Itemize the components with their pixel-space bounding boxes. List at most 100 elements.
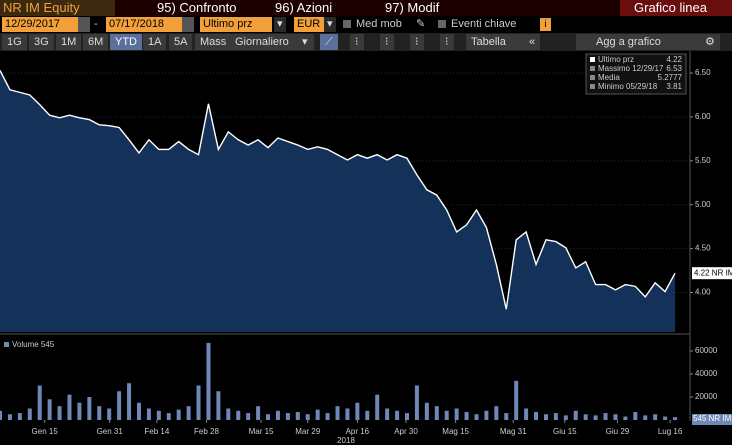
dropdown-arrow[interactable]: ▾ [300, 34, 310, 50]
price-line [0, 70, 676, 310]
volume-bar [514, 380, 519, 420]
period-button[interactable]: 1G [2, 34, 27, 50]
volume-bar [494, 406, 499, 420]
info-icon[interactable]: i [540, 18, 551, 31]
volume-bar [87, 396, 92, 420]
checkbox-label: Eventi chiave [451, 18, 517, 30]
axis-bg [690, 51, 732, 445]
volume-bar [623, 416, 628, 420]
volume-bar [17, 413, 22, 420]
legend-swatch [590, 84, 595, 89]
period-button[interactable]: 3G [29, 34, 54, 50]
pencil-icon[interactable]: ✎ [416, 18, 426, 30]
add-to-chart[interactable]: Agg a grafico [576, 34, 711, 50]
y-tick-label: 4.50 [695, 244, 711, 253]
volume-bar [524, 408, 529, 420]
period-button[interactable]: 6M [83, 34, 109, 50]
volume-bar [613, 414, 618, 420]
volume-bar [136, 402, 141, 420]
volume-bar [97, 406, 102, 420]
volume-bar [236, 410, 241, 420]
period-button[interactable]: 1A [143, 34, 167, 50]
volume-bar [345, 408, 350, 420]
volume-bar [246, 413, 251, 420]
volume-bar [434, 406, 439, 420]
tool-icon[interactable]: ⁝ [380, 34, 394, 50]
tool-icon[interactable]: ⁝ [410, 34, 424, 50]
volume-bar [27, 408, 32, 420]
period-button[interactable]: 5A [169, 34, 193, 50]
tool-icon[interactable]: ⟋ [320, 34, 338, 50]
x-tick-label: Mag 31 [500, 427, 527, 436]
x-tick-label: Feb 14 [144, 427, 169, 436]
menu-item[interactable]: 95) Confronto [157, 0, 237, 15]
volume-bar [315, 409, 320, 420]
x-tick-label: Gen 15 [32, 427, 59, 436]
last-tag: 4.22 NR IM [694, 268, 732, 277]
dropdown-arrow[interactable]: ▾ [324, 17, 336, 32]
volume-bar [7, 414, 12, 420]
volume-bar [543, 414, 548, 420]
volume-bar [275, 410, 280, 420]
calendar-icon[interactable] [182, 17, 194, 32]
start-date[interactable]: 12/29/2017 [2, 17, 78, 32]
volume-bar [335, 406, 340, 420]
currency-select[interactable]: EUR [294, 17, 324, 32]
legend-swatch [4, 342, 9, 347]
volume-bar [573, 410, 578, 420]
volume-bar [454, 408, 459, 420]
collapse-button[interactable]: « [524, 34, 541, 50]
x-tick-label: Lug 16 [658, 427, 683, 436]
volume-bar [444, 410, 449, 420]
volume-bar [295, 411, 300, 420]
y-tick-label: 4.00 [695, 288, 711, 297]
settings-icon[interactable]: ⚙ [700, 34, 720, 50]
volume-bar [47, 399, 52, 420]
chart-kind: Grafico linea [620, 0, 732, 16]
table-button[interactable]: Tabella [466, 34, 526, 50]
dropdown-arrow[interactable]: ▾ [274, 17, 286, 32]
x-tick-label: Apr 30 [394, 427, 418, 436]
frequency-select[interactable]: Giornaliero [230, 34, 314, 50]
calendar-icon[interactable] [78, 17, 90, 32]
field-select[interactable]: Ultimo prz [200, 17, 272, 32]
volume-bar [395, 410, 400, 420]
x-tick-label: Apr 16 [346, 427, 370, 436]
menu-item[interactable]: 96) Azioni [275, 0, 333, 15]
volume-bar [563, 415, 568, 420]
volume-bar [305, 414, 310, 420]
y-tick-label: 60000 [695, 346, 718, 355]
legend-value: 4.22 [666, 55, 682, 64]
last-tag-bg [692, 414, 732, 425]
volume-bar [0, 410, 2, 420]
volume-bar [414, 385, 419, 420]
legend-value: 6.53 [666, 64, 682, 73]
legend-swatch [590, 75, 595, 80]
volume-bar [643, 415, 648, 420]
legend-box [585, 53, 687, 95]
period-button[interactable]: YTD [110, 34, 142, 50]
x-tick-label: Mar 29 [295, 427, 320, 436]
menu-item[interactable]: 97) Modif [385, 0, 440, 15]
x-axis-label: 2018 [337, 436, 355, 445]
volume-bar [216, 391, 221, 420]
volume-bar [127, 383, 132, 420]
volume-bar [663, 416, 668, 420]
volume-bar [375, 394, 380, 420]
x-tick-label: Giu 29 [606, 427, 630, 436]
security-field[interactable]: NR IM Equity [0, 0, 115, 16]
checkbox[interactable] [438, 20, 446, 28]
end-date[interactable]: 07/17/2018 [106, 17, 184, 32]
volume-bar [474, 414, 479, 420]
volume-bar [67, 394, 72, 420]
period-button[interactable]: Mass [195, 34, 232, 50]
period-button[interactable]: 1M [56, 34, 82, 50]
price-area [0, 70, 676, 332]
tool-icon[interactable]: ⁝ [350, 34, 364, 50]
checkbox[interactable] [343, 20, 351, 28]
legend-swatch [590, 66, 595, 71]
tool-icon[interactable]: ⁝ [440, 34, 454, 50]
x-tick-label: Feb 28 [194, 427, 219, 436]
volume-bar [464, 411, 469, 420]
